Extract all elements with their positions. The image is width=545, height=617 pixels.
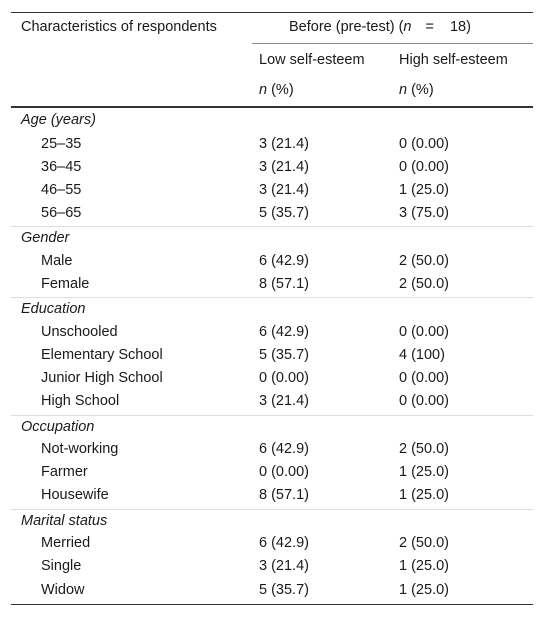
header-before-prefix: Before (pre-test) (	[289, 19, 404, 35]
low-self-esteem-value: 6 (42.9)	[259, 441, 309, 457]
header-before-pretest: Before (pre-test) (n = 18)	[289, 17, 471, 37]
section-title: Occupation	[21, 418, 95, 435]
low-self-esteem-value: 8 (57.1)	[259, 276, 309, 292]
low-self-esteem-value: 3 (21.4)	[259, 135, 309, 152]
high-self-esteem-value: 2 (50.0)	[399, 252, 449, 269]
row-label: Male	[41, 252, 73, 269]
high-self-esteem-value: 0 (0.00)	[399, 370, 449, 387]
low-self-esteem-value: 3 (21.4)	[259, 158, 309, 175]
header-n-percent-low: n (%)	[259, 80, 294, 100]
row-label: 36–45	[41, 158, 82, 175]
table-row: Elementary School 5 (35.7) 4 (100)	[11, 344, 533, 367]
high-self-esteem-value: 0 (0.00)	[399, 158, 449, 175]
table-top-rule	[11, 12, 533, 13]
high-self-esteem-value: 0 (0.00)	[399, 323, 449, 340]
table-row: 36–45 3 (21.4) 0 (0.00)	[11, 156, 533, 179]
row-label: Housewife	[41, 487, 109, 504]
section-title: Marital status	[21, 512, 108, 529]
section-title: Education	[21, 301, 86, 318]
low-self-esteem-value: 5 (35.7)	[259, 346, 309, 363]
section-header-row: Age (years)	[11, 109, 533, 132]
row-label: Single	[41, 558, 82, 575]
low-self-esteem-value: 3 (21.4)	[259, 558, 309, 575]
high-self-esteem-value: 1 (25.0)	[399, 581, 449, 598]
section-header-row: Occupation	[11, 414, 533, 439]
low-self-esteem-value: 6 (42.9)	[259, 323, 309, 340]
row-label: 56–65	[41, 205, 82, 222]
header-characteristics: Characteristics of respondents	[21, 19, 217, 35]
low-self-esteem-value: 5 (35.7)	[259, 205, 309, 222]
row-label: Unschooled	[41, 323, 118, 340]
row-label: 25–35	[41, 135, 82, 152]
percent-label: (%)	[407, 82, 434, 98]
table-row: 46–55 3 (21.4) 1 (25.0)	[11, 179, 533, 202]
high-self-esteem-value: 2 (50.0)	[399, 441, 449, 457]
low-self-esteem-value: 8 (57.1)	[259, 487, 309, 504]
table-row: Widow 5 (35.7) 1 (25.0)	[11, 579, 533, 602]
row-label: Not-working	[41, 441, 119, 457]
low-self-esteem-value: 0 (0.00)	[259, 464, 309, 481]
low-self-esteem-value: 6 (42.9)	[259, 535, 309, 552]
table-row: Junior High School 0 (0.00) 0 (0.00)	[11, 367, 533, 390]
row-label: High School	[41, 393, 120, 410]
high-self-esteem-value: 4 (100)	[399, 346, 445, 363]
table-row: Housewife 8 (57.1) 1 (25.0)	[11, 484, 533, 507]
table-bottom-rule	[11, 604, 533, 605]
table-row: 25–35 3 (21.4) 0 (0.00)	[11, 133, 533, 156]
row-label: Female	[41, 276, 90, 292]
percent-label: (%)	[267, 82, 294, 98]
header-n-percent-high: n (%)	[399, 80, 434, 100]
high-self-esteem-value: 1 (25.0)	[399, 464, 449, 481]
high-self-esteem-value: 1 (25.0)	[399, 181, 449, 198]
table-row: Unschooled 6 (42.9) 0 (0.00)	[11, 321, 533, 344]
section-header-row: Gender	[11, 226, 533, 250]
header-equals: =	[425, 19, 434, 35]
high-self-esteem-value: 2 (50.0)	[399, 535, 449, 552]
row-label: Farmer	[41, 464, 88, 481]
table-row: Merried 6 (42.9) 2 (50.0)	[11, 532, 533, 555]
low-self-esteem-value: 6 (42.9)	[259, 252, 309, 269]
row-label: 46–55	[41, 181, 82, 198]
high-self-esteem-value: 3 (75.0)	[399, 205, 449, 222]
row-label: Widow	[41, 581, 85, 598]
table-row: Female 8 (57.1) 2 (50.0)	[11, 273, 533, 296]
high-self-esteem-value: 1 (25.0)	[399, 487, 449, 504]
high-self-esteem-value: 0 (0.00)	[399, 135, 449, 152]
table-row: Single 3 (21.4) 1 (25.0)	[11, 555, 533, 578]
header-high-self-esteem: High self-esteem	[399, 52, 508, 68]
high-self-esteem-value: 0 (0.00)	[399, 393, 449, 410]
low-self-esteem-value: 5 (35.7)	[259, 581, 309, 598]
high-self-esteem-value: 1 (25.0)	[399, 558, 449, 575]
header-low-self-esteem: Low self-esteem	[259, 52, 365, 68]
table-row: 56–65 5 (35.7) 3 (75.0)	[11, 202, 533, 225]
table-row: Farmer 0 (0.00) 1 (25.0)	[11, 461, 533, 484]
table-row: High School 3 (21.4) 0 (0.00)	[11, 390, 533, 413]
table-row: Not-working 6 (42.9) 2 (50.0)	[11, 438, 533, 461]
low-self-esteem-value: 3 (21.4)	[259, 181, 309, 198]
section-title: Gender	[21, 230, 70, 247]
header-n-value: 18)	[449, 19, 471, 35]
table-row: Male 6 (42.9) 2 (50.0)	[11, 250, 533, 273]
header-n-symbol: n	[403, 19, 412, 35]
high-self-esteem-value: 2 (50.0)	[399, 276, 449, 292]
section-header-row: Marital status	[11, 508, 533, 533]
group-header-rule	[252, 43, 533, 44]
section-header-row: Education	[11, 297, 533, 321]
header-bottom-rule	[11, 106, 533, 108]
row-label: Merried	[41, 535, 91, 552]
n-symbol: n	[259, 82, 268, 98]
low-self-esteem-value: 3 (21.4)	[259, 393, 309, 410]
row-label: Elementary School	[41, 346, 163, 363]
row-label: Junior High School	[41, 370, 163, 387]
low-self-esteem-value: 0 (0.00)	[259, 370, 309, 387]
n-symbol: n	[399, 82, 408, 98]
section-title: Age (years)	[21, 112, 96, 128]
